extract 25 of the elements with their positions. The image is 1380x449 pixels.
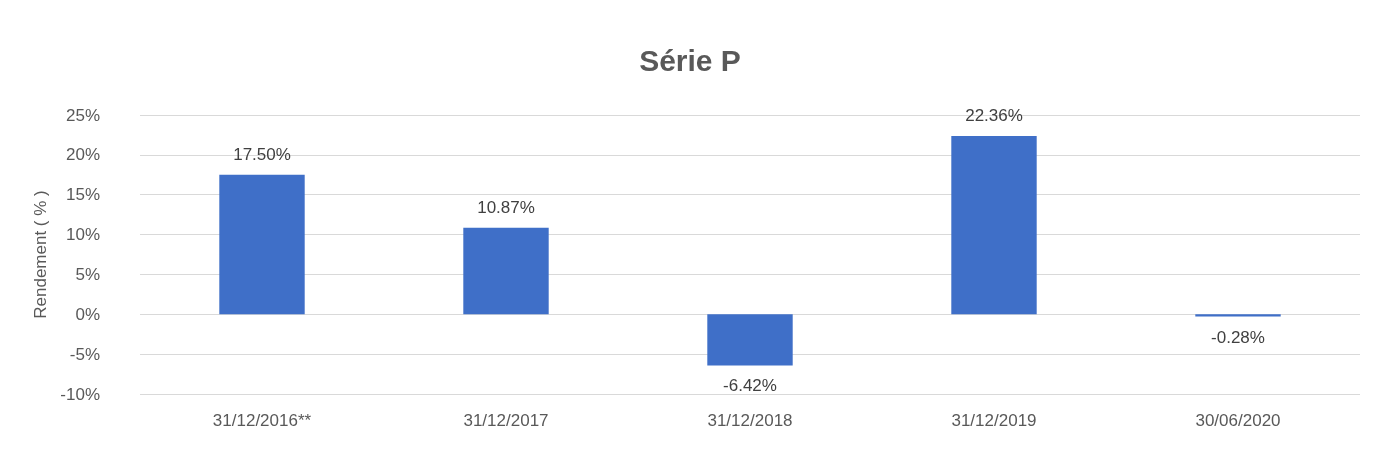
y-tick-label: 10% bbox=[65, 225, 100, 245]
bar bbox=[219, 174, 305, 315]
x-tick-label: 31/12/2018 bbox=[707, 411, 793, 430]
data-label: -0.28% bbox=[1211, 327, 1265, 347]
y-tick-label: 25% bbox=[65, 105, 100, 125]
y-axis-title: Rendement ( % ) bbox=[31, 190, 51, 319]
x-tick-label: 31/12/2017 bbox=[463, 411, 549, 430]
bar bbox=[951, 136, 1037, 315]
data-label: -6.42% bbox=[723, 376, 777, 396]
y-tick-label: 0% bbox=[75, 304, 100, 324]
bar bbox=[463, 227, 549, 315]
chart-title: Série P bbox=[639, 43, 741, 77]
data-label: 10.87% bbox=[477, 197, 535, 217]
x-tick-label: 31/12/2016** bbox=[212, 411, 312, 430]
y-tick-label: 5% bbox=[75, 264, 100, 284]
bar bbox=[1195, 314, 1281, 317]
data-label: 17.50% bbox=[233, 144, 291, 164]
y-tick-label: -10% bbox=[60, 384, 100, 404]
x-tick-label: 30/06/2020 bbox=[1195, 411, 1281, 430]
x-tick-label: 31/12/2019 bbox=[951, 411, 1037, 430]
bar bbox=[707, 314, 793, 366]
y-tick-label: 20% bbox=[65, 145, 100, 165]
y-tick-label: 15% bbox=[65, 185, 100, 205]
data-label: 22.36% bbox=[965, 106, 1023, 126]
y-tick-label: -5% bbox=[69, 344, 100, 364]
